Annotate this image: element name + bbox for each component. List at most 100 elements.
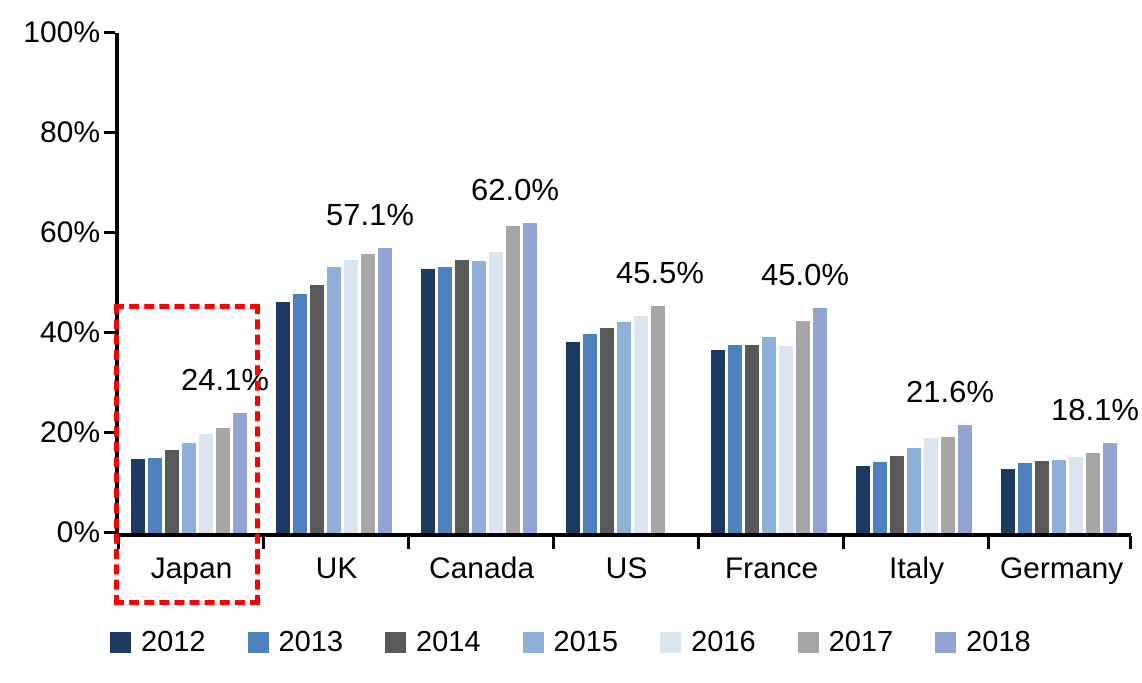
bar-group-italy: 21.6% Italy	[842, 33, 994, 585]
category-label-canada: Canada	[428, 552, 535, 585]
data-label-japan: 24.1%	[181, 361, 269, 397]
legend-swatch-2017	[797, 631, 819, 653]
bar-germany-2018	[1103, 442, 1117, 533]
bar-france-2018	[813, 308, 827, 533]
bar-group-uk: 57.1% UK	[262, 33, 414, 585]
y-axis-tick	[104, 331, 115, 334]
data-label-germany: 18.1%	[1051, 391, 1139, 427]
category-label-italy: Italy	[888, 552, 945, 585]
bar-italy-2017	[941, 437, 955, 533]
y-axis-tick	[104, 131, 115, 134]
bar-japan-2017	[216, 427, 230, 533]
bar-us-2017	[651, 305, 665, 533]
legend-label-2013: 2013	[278, 626, 344, 658]
bar-uk-2016	[344, 259, 358, 533]
y-axis-label: 40%	[39, 316, 100, 349]
bar-canada-2016	[489, 251, 503, 533]
bar-italy-2016	[924, 438, 938, 533]
legend-item-2016: 2016	[660, 626, 756, 658]
y-axis-tick	[104, 31, 115, 34]
legend-swatch-2018	[935, 631, 957, 653]
bar-us-2016	[634, 315, 648, 533]
bar-canada-2018	[523, 223, 537, 533]
x-axis-tick	[987, 536, 990, 549]
bar-italy-2015	[907, 448, 921, 533]
data-label-uk: 57.1%	[326, 196, 414, 232]
bar-france-2017	[796, 321, 810, 533]
x-axis-tick	[1129, 536, 1132, 549]
bar-canada-2015	[472, 260, 486, 533]
bar-france-2012	[711, 350, 725, 533]
data-label-france: 45.0%	[761, 257, 849, 292]
y-axis-tick	[104, 431, 115, 434]
category-label-france: France	[724, 552, 819, 585]
legend-swatch-2014	[385, 631, 407, 653]
bar-japan-2015	[182, 442, 196, 533]
bar-canada-2014	[455, 259, 469, 533]
y-axis-label: 60%	[39, 216, 100, 249]
bar-france-2014	[745, 345, 759, 533]
legend-label-2015: 2015	[553, 626, 619, 658]
bar-uk-2012	[276, 301, 290, 533]
legend-swatch-2015	[522, 631, 544, 653]
legend-swatch-2016	[660, 631, 682, 653]
bar-uk-2015	[327, 267, 341, 533]
category-label-germany: Germany	[999, 552, 1124, 585]
bar-italy-2014	[890, 456, 904, 533]
bar-germany-2017	[1086, 453, 1100, 533]
legend: 2012 2013 2014 2015 2016 2017 2018	[110, 626, 1031, 658]
bar-japan-2016	[199, 433, 213, 533]
legend-label-2012: 2012	[141, 626, 206, 658]
bar-us-2012	[566, 342, 580, 533]
bar-group-japan: 24.1% Japan	[117, 33, 269, 585]
bar-group-germany: 18.1% Germany	[987, 33, 1139, 585]
legend-item-2017: 2017	[797, 626, 894, 658]
bar-uk-2013	[293, 294, 307, 533]
bar-italy-2013	[873, 461, 887, 533]
bar-germany-2014	[1035, 461, 1049, 533]
bar-uk-2014	[310, 284, 324, 533]
bar-canada-2013	[438, 267, 452, 533]
x-axis-tick	[552, 536, 555, 549]
bar-france-2015	[762, 337, 776, 533]
bar-us-2015	[617, 322, 631, 533]
bar-germany-2012	[1001, 469, 1015, 533]
y-axis-label: 80%	[39, 116, 100, 149]
y-axis-label: 20%	[39, 416, 100, 449]
bar-japan-2014	[165, 450, 179, 533]
category-label-uk: UK	[315, 552, 358, 585]
bar-canada-2012	[421, 268, 435, 533]
y-axis-label: 0%	[56, 516, 100, 549]
bar-japan-2012	[131, 459, 145, 533]
data-label-us: 45.5%	[616, 254, 704, 290]
bar-italy-2018	[958, 425, 972, 533]
legend-item-2014: 2014	[385, 626, 481, 658]
bar-germany-2013	[1018, 463, 1032, 533]
legend-item-2015: 2015	[522, 626, 619, 658]
y-axis-label: 100%	[23, 16, 100, 49]
legend-swatch-2013	[247, 631, 269, 653]
x-axis-tick	[697, 536, 700, 549]
y-axis-tick	[104, 231, 115, 234]
category-label-us: US	[605, 552, 648, 585]
x-axis-tick	[262, 536, 265, 549]
bar-group-france: 45.0% France	[697, 33, 849, 585]
bar-group-us: 45.5% US	[552, 33, 704, 585]
legend-label-2018: 2018	[966, 626, 1031, 658]
legend-item-2012: 2012	[110, 626, 206, 658]
data-label-italy: 21.6%	[906, 374, 994, 409]
data-label-canada: 62.0%	[471, 172, 559, 207]
x-axis-tick	[842, 536, 845, 549]
x-axis-tick	[407, 536, 410, 549]
bar-germany-2016	[1069, 456, 1083, 533]
legend-label-2017: 2017	[828, 626, 894, 658]
bar-france-2013	[728, 345, 742, 533]
legend-swatch-2012	[110, 631, 131, 653]
plot-area: 0% 20% 40% 60% 80% 100% 24.1% Japan 57.1% UK 62.0%…	[23, 18, 1139, 585]
legend-label-2016: 2016	[691, 626, 756, 658]
bar-germany-2015	[1052, 459, 1066, 533]
bar-japan-2013	[148, 458, 162, 533]
bar-us-2014	[600, 327, 614, 533]
category-label-japan: Japan	[150, 552, 233, 585]
